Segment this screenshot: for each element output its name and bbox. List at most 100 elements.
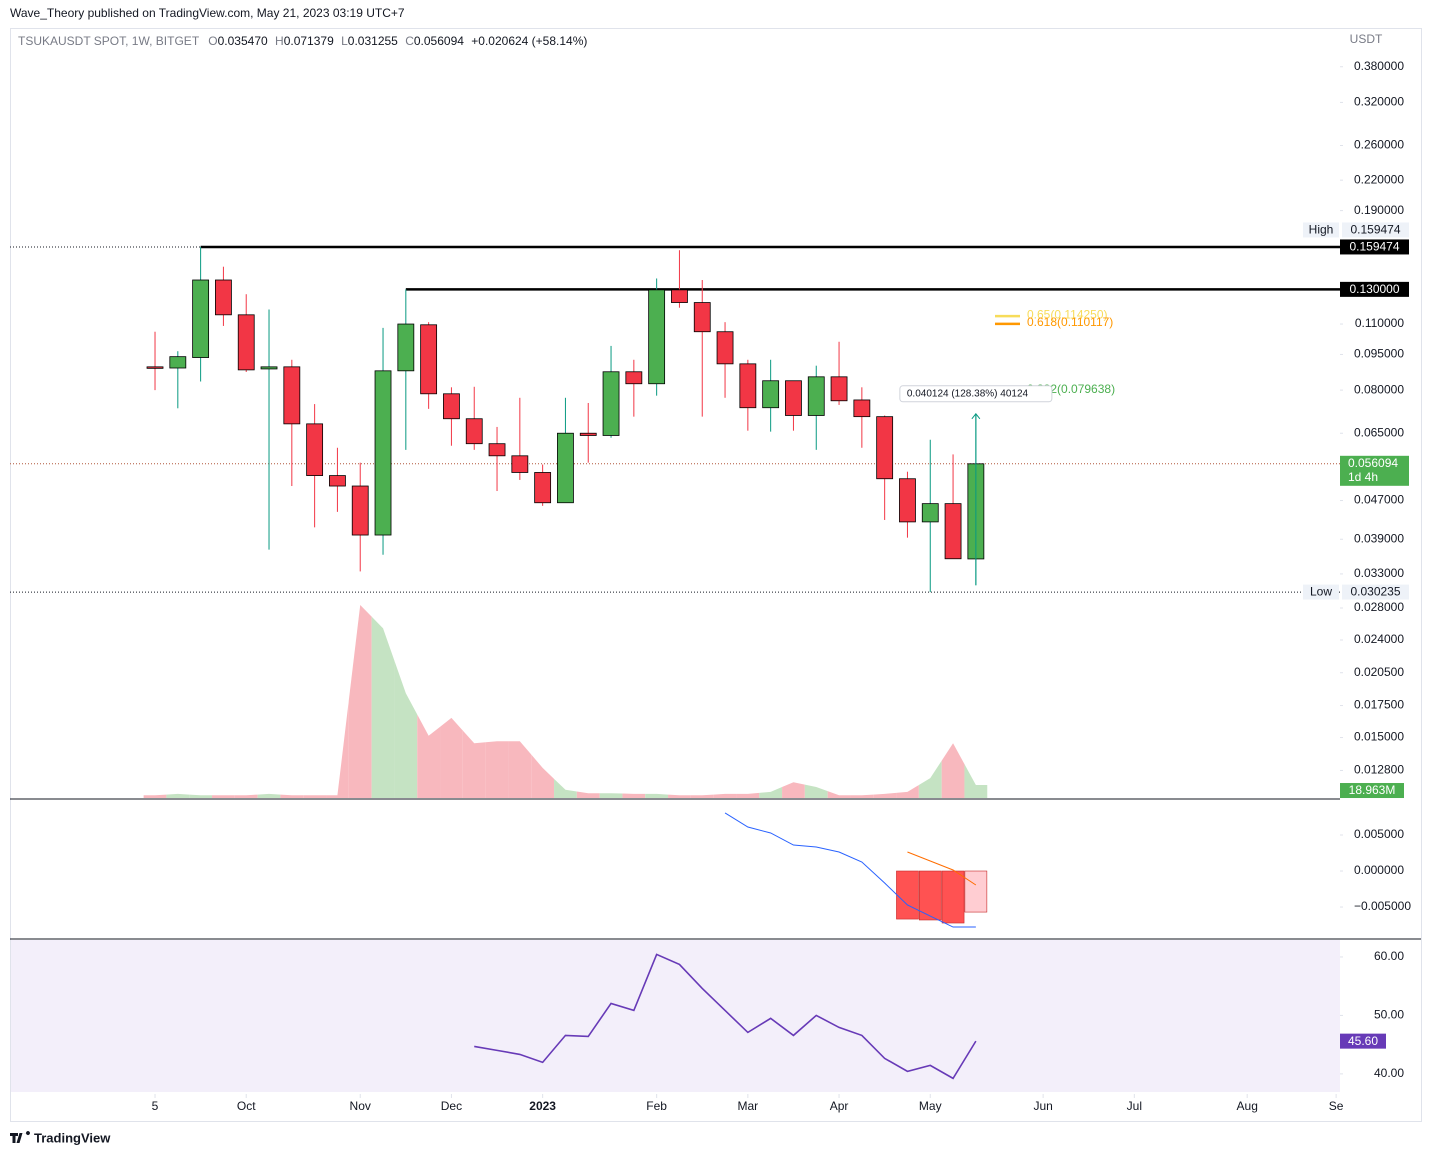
y-tick-label: 0.020500: [1354, 665, 1404, 679]
volume-area: [622, 793, 646, 798]
volume-tag-label: 18.963M: [1349, 783, 1396, 797]
candle-body: [693, 302, 711, 333]
candle-body: [488, 443, 506, 457]
volume-area: [850, 794, 874, 798]
volume-area: [234, 794, 258, 798]
x-tick-label: Mar: [738, 1099, 759, 1113]
candle-body: [169, 356, 187, 369]
candle-body: [420, 324, 438, 395]
volume-area: [348, 605, 372, 798]
candle-body: [283, 366, 301, 425]
y-tick-label: 0.015000: [1354, 730, 1404, 744]
extreme-value: 0.159474: [1350, 223, 1400, 237]
y-tick-label: 0.320000: [1354, 95, 1404, 109]
candle-body: [579, 432, 597, 436]
volume-area: [736, 792, 760, 798]
last-price-label: 0.056094: [1348, 456, 1398, 470]
logo-text: TradingView: [34, 1130, 111, 1145]
candle-body: [648, 289, 666, 385]
ohlc-value: 0.031255: [348, 34, 398, 48]
volume-area: [417, 714, 441, 798]
volume-area: [873, 792, 897, 798]
y-tick-label: 0.110000: [1355, 316, 1404, 330]
volume-area: [257, 793, 281, 798]
candle-body: [511, 455, 529, 473]
level-tag-label: 0.159474: [1349, 240, 1399, 254]
x-tick-label: May: [919, 1099, 942, 1113]
volume-area: [918, 760, 942, 798]
y-tick-label: 0.024000: [1354, 632, 1404, 646]
volume-tag: [1340, 783, 1404, 799]
x-tick-label: Jul: [1127, 1099, 1142, 1113]
y-tick-label: 60.00: [1374, 949, 1404, 963]
y-tick-label: 0.065000: [1354, 425, 1404, 439]
candle-body: [830, 376, 848, 402]
volume-area: [303, 795, 327, 798]
candle-body: [351, 485, 369, 536]
change: +0.020624 (+58.14%): [471, 34, 587, 48]
y-tick-label: 0.380000: [1354, 59, 1404, 73]
extreme-value: 0.030235: [1350, 585, 1400, 599]
candle-body: [260, 366, 278, 370]
candle-body: [899, 478, 916, 523]
level-tag-label: 0.130000: [1349, 282, 1399, 296]
candle-body: [465, 418, 483, 445]
rsi-tag: [1340, 1033, 1386, 1049]
ohlc-key: H: [275, 34, 284, 48]
x-tick-label: Se: [1329, 1099, 1344, 1113]
ohlc-key: O: [208, 34, 217, 48]
last-price-countdown: 1d 4h: [1348, 470, 1378, 484]
volume-area: [485, 741, 509, 798]
macd-line: [907, 851, 977, 886]
y-tick-label: 0.005000: [1354, 827, 1404, 841]
volume-area: [941, 743, 965, 798]
x-tick-label: 5: [152, 1099, 159, 1113]
ohlc-key: L: [341, 34, 348, 48]
symbol: TSUKAUSDT SPOT, 1W, BITGET: [18, 34, 200, 48]
candle-body: [146, 366, 164, 369]
volume-area: [782, 782, 805, 798]
y-tick-label: 0.095000: [1354, 347, 1404, 361]
extreme-name-bg: [1303, 584, 1339, 600]
candle-body: [557, 432, 574, 504]
measure-label: 0.040124 (128.38%) 40124: [907, 388, 1029, 399]
x-tick-label: Aug: [1237, 1099, 1258, 1113]
macd-histogram-bar: [941, 870, 965, 924]
x-tick-label: 2023: [529, 1099, 556, 1113]
rsi-tag-label: 45.60: [1348, 1034, 1378, 1048]
volume-area: [713, 793, 737, 798]
volume-area: [508, 741, 532, 798]
volume-area: [462, 730, 486, 798]
extreme-name: High: [1309, 223, 1334, 237]
candle-body: [534, 472, 552, 504]
published-note: Wave_Theory published on TradingView.com…: [10, 6, 405, 20]
y-tick-label: 0.080000: [1354, 382, 1404, 396]
y-tick-label: 0.033000: [1354, 566, 1404, 580]
volume-area: [576, 791, 600, 798]
candle-body: [762, 380, 780, 409]
symbol-line: TSUKAUSDT SPOT, 1W, BITGET O0.035470 H 0.…: [18, 34, 587, 48]
fib-label: 0.618(0.110117): [1027, 315, 1113, 329]
volume-area: [280, 794, 304, 798]
candle-body: [443, 393, 460, 420]
macd-histogram-bar: [918, 870, 942, 921]
volume-area: [143, 794, 167, 798]
candle-body: [237, 314, 255, 371]
candle-body: [329, 475, 346, 487]
level-tag: [1340, 281, 1409, 297]
volume-area: [166, 793, 190, 798]
volume-area: [645, 793, 669, 798]
volume-area: [440, 717, 463, 798]
volume-area: [896, 784, 919, 798]
ohlc-value: 0.035470: [218, 34, 268, 48]
candle-body: [716, 331, 734, 365]
macd-histogram-bar: [964, 870, 988, 913]
ohlc-key: C: [405, 34, 414, 48]
volume-area: [759, 787, 783, 798]
macd-line: [724, 812, 976, 928]
extreme-value-bg: [1342, 584, 1409, 600]
y-tick-label: 0.000000: [1354, 863, 1404, 877]
volume-area: [189, 794, 213, 798]
